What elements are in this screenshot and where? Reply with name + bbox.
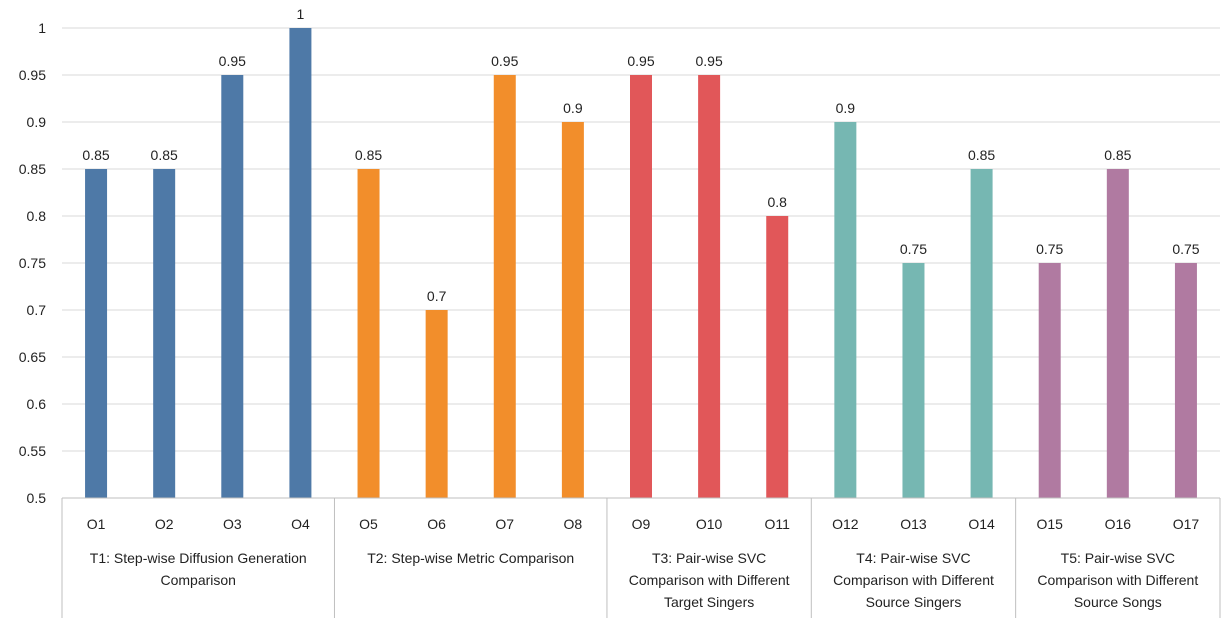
y-tick-label: 0.5 [27, 490, 47, 506]
bars [85, 28, 1197, 498]
data-label-o8: 0.9 [563, 100, 583, 116]
x-tick-label-o16: O16 [1105, 516, 1132, 532]
bar-o17 [1174, 263, 1197, 498]
x-tick-label-o2: O2 [155, 516, 174, 532]
data-label-o5: 0.85 [355, 147, 382, 163]
y-tick-label: 0.75 [19, 255, 46, 271]
y-axis-tick-labels: 0.5 0.55 0.6 0.65 0.7 0.75 0.8 0.85 0.9 0.95 1 [19, 20, 46, 506]
data-label-o7: 0.95 [491, 53, 518, 69]
bar-o8 [561, 122, 584, 498]
x-tick-label-o11: O11 [765, 516, 791, 532]
bar-o2 [153, 169, 176, 498]
y-tick-label: 1 [38, 20, 46, 36]
data-label-o3: 0.95 [219, 53, 246, 69]
data-label-o1: 0.85 [82, 147, 109, 163]
group-label-t1: T1: Step-wise Diffusion Generation [90, 550, 307, 566]
bar-o6 [425, 310, 448, 498]
data-label-o14: 0.85 [968, 147, 995, 163]
data-label-o10: 0.95 [695, 53, 722, 69]
bar-o1 [85, 169, 108, 498]
bar-o12 [834, 122, 857, 498]
group-label-t5: Source Songs [1074, 594, 1162, 610]
x-tick-label-o8: O8 [564, 516, 583, 532]
x-tick-label-o4: O4 [291, 516, 310, 532]
bar-o7 [493, 75, 516, 498]
bar-o10 [698, 75, 721, 498]
y-tick-label: 0.6 [27, 396, 47, 412]
y-tick-label: 0.8 [27, 208, 47, 224]
data-labels: 0.85 0.85 0.95 1 0.85 0.7 0.95 0.9 0.95 0.95 0.8 0.… [82, 6, 1199, 304]
bar-o15 [1038, 263, 1061, 498]
group-label-t3: T3: Pair-wise SVC [652, 550, 766, 566]
x-tick-label-o6: O6 [427, 516, 446, 532]
group-label-t5: Comparison with Different [1037, 572, 1198, 588]
y-tick-label: 0.9 [27, 114, 47, 130]
group-label-t4: Source Singers [866, 594, 962, 610]
bar-o16 [1106, 169, 1129, 498]
group-label-t4: T4: Pair-wise SVC [856, 550, 970, 566]
data-label-o6: 0.7 [427, 288, 447, 304]
bar-o5 [357, 169, 380, 498]
data-label-o17: 0.75 [1172, 241, 1199, 257]
y-tick-label: 0.85 [19, 161, 46, 177]
x-tick-label-o7: O7 [495, 516, 514, 532]
group-label-t3: Comparison with Different [629, 572, 790, 588]
data-label-o2: 0.85 [151, 147, 178, 163]
x-tick-label-o17: O17 [1173, 516, 1200, 532]
y-tick-label: 0.7 [27, 302, 47, 318]
group-label-t5: T5: Pair-wise SVC [1061, 550, 1175, 566]
data-label-o9: 0.95 [627, 53, 654, 69]
x-tick-label-o1: O1 [87, 516, 106, 532]
y-tick-label: 0.55 [19, 443, 46, 459]
group-label-t3: Target Singers [664, 594, 754, 610]
group-label-t4: Comparison with Different [833, 572, 994, 588]
x-tick-label-o13: O13 [900, 516, 927, 532]
group-label-t1: Comparison [160, 572, 235, 588]
bar-o9 [630, 75, 652, 498]
x-tick-label-o14: O14 [968, 516, 995, 532]
data-label-o15: 0.75 [1036, 241, 1063, 257]
data-label-o13: 0.75 [900, 241, 927, 257]
data-label-o16: 0.85 [1104, 147, 1131, 163]
bar-o3 [221, 75, 244, 498]
data-label-o12: 0.9 [836, 100, 856, 116]
y-tick-label: 0.95 [19, 67, 46, 83]
x-tick-label-o12: O12 [832, 516, 859, 532]
data-label-o11: 0.8 [768, 194, 788, 210]
bar-o13 [902, 263, 925, 498]
x-tick-label-o5: O5 [359, 516, 378, 532]
bar-o11 [766, 216, 789, 498]
y-tick-label: 0.65 [19, 349, 46, 365]
group-label-t2: T2: Step-wise Metric Comparison [367, 550, 574, 566]
data-label-o4: 1 [297, 6, 305, 22]
x-tick-label-o15: O15 [1036, 516, 1063, 532]
bar-o14 [970, 169, 993, 498]
x-tick-label-o3: O3 [223, 516, 242, 532]
bar-o4 [289, 28, 312, 498]
x-axis: O1 O2 O3 O4 O5 O6 O7 O8 O9 O10 O11 O12 O13 O14 O15 O16 O… [61, 497, 1221, 618]
x-tick-label-o10: O10 [696, 516, 723, 532]
x-tick-label-o9: O9 [632, 516, 651, 532]
